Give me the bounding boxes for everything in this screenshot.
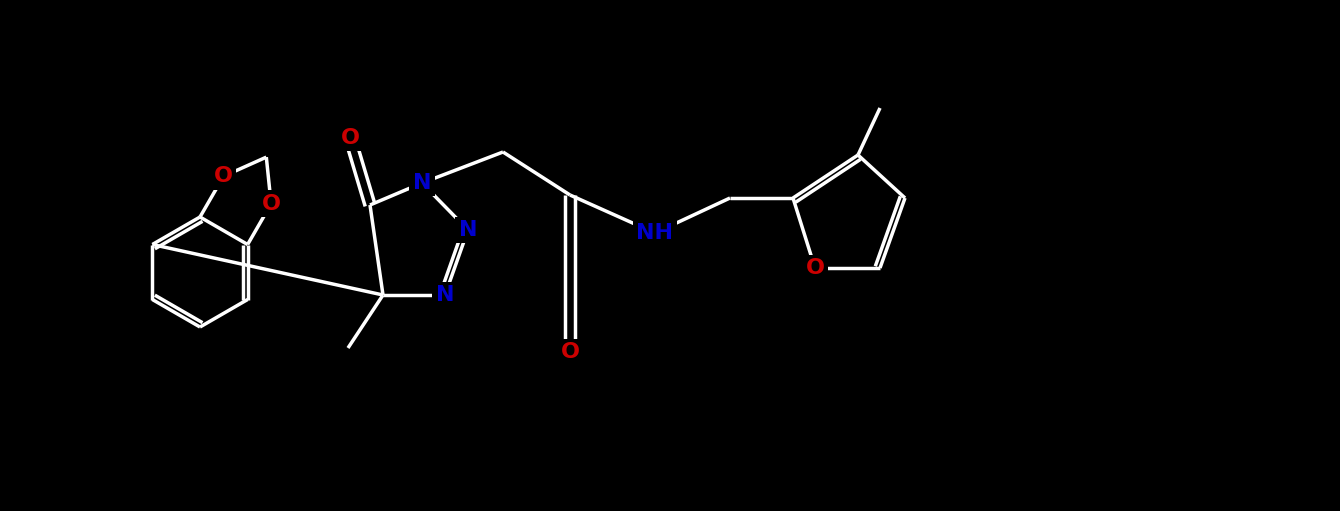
- Text: N: N: [436, 285, 454, 305]
- Text: N: N: [413, 173, 431, 193]
- Text: O: O: [340, 128, 359, 148]
- Text: N: N: [458, 220, 477, 240]
- Text: O: O: [214, 166, 233, 187]
- Text: O: O: [261, 194, 280, 214]
- Text: O: O: [560, 342, 579, 362]
- Text: NH: NH: [636, 223, 674, 243]
- Text: O: O: [805, 258, 824, 278]
